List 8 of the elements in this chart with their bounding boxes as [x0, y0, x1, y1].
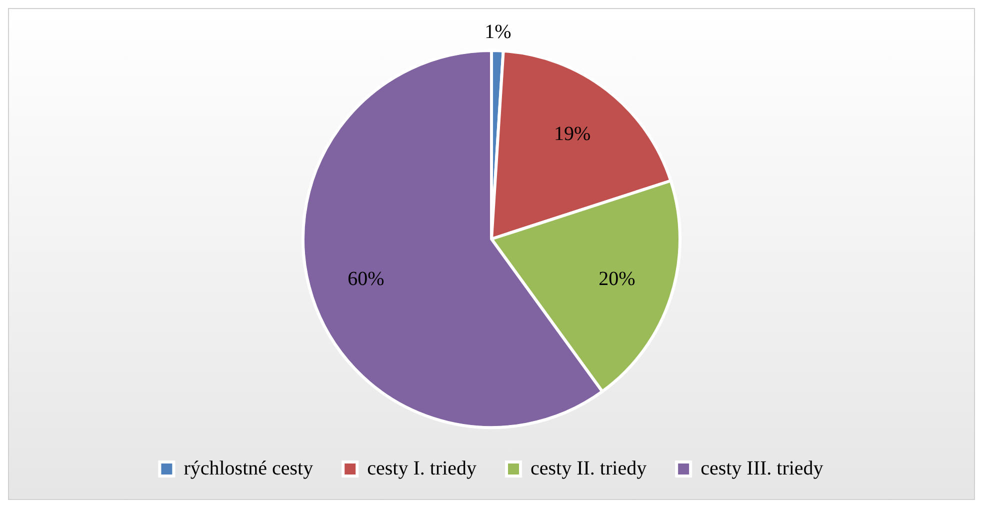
- data-label: 60%: [348, 268, 384, 290]
- data-label: 20%: [598, 268, 636, 290]
- legend-label: cesty I. triedy: [367, 457, 477, 480]
- legend-label: cesty II. triedy: [530, 457, 647, 480]
- legend-label: rýchlostné cesty: [184, 457, 314, 480]
- legend-label: cesty III. triedy: [700, 457, 824, 480]
- data-label: 1%: [484, 20, 512, 43]
- data-label: 19%: [554, 122, 591, 145]
